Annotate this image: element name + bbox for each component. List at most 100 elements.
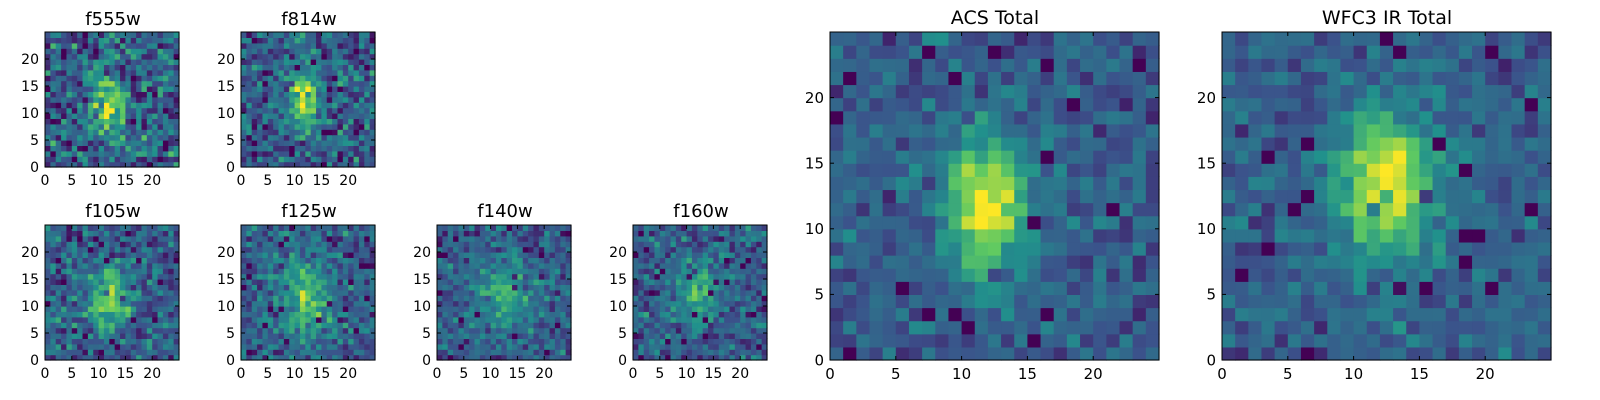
- panel-title: f160w: [673, 201, 729, 222]
- heatmap-cell: [729, 235, 736, 242]
- heatmap-cell: [442, 252, 449, 258]
- heatmap-cell: [294, 252, 301, 258]
- heatmap-cell: [98, 241, 105, 248]
- heatmap-cell: [267, 333, 274, 339]
- heatmap-cell: [369, 289, 376, 296]
- heatmap-cell: [734, 268, 741, 275]
- heatmap-cell: [157, 80, 164, 87]
- heatmap-cell: [82, 37, 89, 44]
- heatmap-cell: [283, 354, 290, 361]
- heatmap-cell: [843, 84, 857, 99]
- heatmap-cell: [1145, 255, 1160, 269]
- heatmap-cell: [267, 235, 274, 242]
- heatmap-cell: [267, 123, 274, 130]
- heatmap-cell: [1458, 307, 1473, 322]
- heatmap-cell: [93, 69, 100, 76]
- heatmap-cell: [485, 349, 492, 356]
- heatmap-cell: [442, 333, 449, 339]
- heatmap-cell: [538, 316, 545, 323]
- heatmap-cell: [1300, 281, 1315, 295]
- heatmap-cell: [935, 228, 950, 243]
- heatmap-cell: [321, 289, 328, 296]
- heatmap-cell: [729, 327, 736, 334]
- heatmap-cell: [146, 150, 153, 157]
- heatmap-cell: [1340, 228, 1355, 243]
- heatmap-cell: [1485, 281, 1499, 295]
- heatmap-cell: [1053, 150, 1068, 164]
- heatmap-cell: [533, 295, 540, 302]
- x-tick-label: 0: [629, 366, 638, 382]
- heatmap-cell: [173, 113, 180, 119]
- heatmap-cell: [1511, 255, 1526, 269]
- heatmap-cell: [241, 338, 247, 345]
- heatmap-cell: [1093, 294, 1107, 309]
- heatmap-cell: [109, 327, 116, 334]
- heatmap-cell: [565, 279, 572, 285]
- heatmap-cell: [103, 80, 110, 87]
- heatmap-cell: [1287, 241, 1302, 256]
- heatmap-cell: [1406, 241, 1420, 256]
- heatmap-cell: [501, 262, 508, 269]
- heatmap-cell: [453, 300, 460, 307]
- heatmap-cell: [162, 300, 169, 307]
- heatmap-cell: [353, 59, 360, 65]
- heatmap-cell: [560, 333, 567, 339]
- heatmap-cell: [1353, 176, 1368, 191]
- heatmap-cell: [948, 268, 963, 282]
- heatmap-cell: [305, 252, 312, 258]
- heatmap-cell: [289, 113, 296, 119]
- heatmap-cell: [246, 37, 253, 44]
- heatmap-cell: [643, 246, 650, 253]
- heatmap-cell: [353, 279, 360, 285]
- heatmap-cell: [348, 273, 355, 280]
- heatmap-cell: [283, 69, 290, 76]
- heatmap-cell: [517, 257, 524, 264]
- heatmap-cell: [294, 123, 301, 130]
- heatmap-cell: [251, 42, 258, 49]
- heatmap-cell: [130, 32, 137, 38]
- heatmap-cell: [369, 230, 376, 237]
- heatmap-cell: [1066, 150, 1081, 164]
- heatmap-cell: [1300, 268, 1315, 282]
- heatmap-cell: [342, 235, 349, 242]
- heatmap-cell: [922, 97, 936, 112]
- heatmap-cell: [544, 327, 551, 334]
- heatmap-cell: [50, 257, 57, 264]
- heatmap-cell: [289, 338, 296, 345]
- y-tick-label: 5: [226, 326, 235, 342]
- heatmap-cell: [670, 316, 677, 323]
- heatmap-cell: [168, 118, 175, 125]
- heatmap-cell: [517, 311, 524, 318]
- heatmap-cell: [1040, 150, 1055, 164]
- heatmap-cell: [538, 349, 545, 356]
- heatmap-cell: [713, 306, 720, 312]
- heatmap-cell: [278, 289, 285, 296]
- heatmap-cell: [299, 235, 306, 242]
- heatmap-cell: [453, 333, 460, 339]
- heatmap-cell: [549, 295, 556, 302]
- heatmap-cell: [168, 284, 175, 291]
- heatmap-cell: [141, 86, 148, 92]
- heatmap-cell: [321, 156, 328, 163]
- heatmap-cell: [1132, 32, 1147, 46]
- heatmap-cell: [125, 300, 132, 307]
- heatmap-cell: [348, 333, 355, 339]
- heatmap-cell: [1066, 123, 1081, 138]
- heatmap-cell: [697, 327, 704, 334]
- heatmap-cell: [82, 134, 89, 141]
- heatmap-cell: [1353, 228, 1368, 243]
- heatmap-cell: [485, 343, 492, 350]
- heatmap-cell: [961, 123, 976, 138]
- heatmap-cell: [61, 289, 68, 296]
- heatmap-cell: [114, 42, 121, 49]
- heatmap-cell: [453, 235, 460, 242]
- heatmap-cell: [45, 246, 51, 253]
- heatmap-cell: [321, 113, 328, 119]
- heatmap-cell: [130, 107, 137, 114]
- heatmap-cell: [146, 102, 153, 109]
- heatmap-cell: [643, 300, 650, 307]
- heatmap-cell: [348, 96, 355, 103]
- heatmap-cell: [157, 91, 164, 98]
- heatmap-cell: [173, 268, 180, 275]
- heatmap-cell: [87, 42, 94, 49]
